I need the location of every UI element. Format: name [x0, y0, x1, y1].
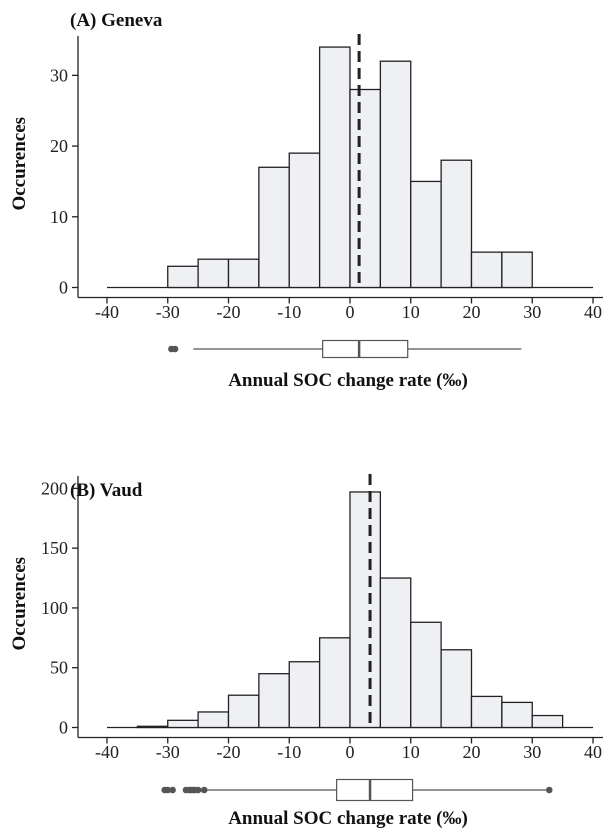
x-tick-label: -10 — [277, 742, 301, 762]
boxplot-outlier — [545, 786, 553, 794]
histogram-bar — [379, 60, 412, 289]
histogram-bar — [136, 725, 169, 729]
boxplot-outlier — [200, 786, 208, 794]
x-tick-label: -30 — [156, 302, 180, 322]
boxplot-box — [336, 778, 414, 802]
boxplot-outlier — [194, 786, 202, 794]
x-tick-label: 10 — [402, 302, 420, 322]
y-tick-label: 0 — [59, 718, 68, 738]
x-axis-title: Annual SOC change rate (‰) — [228, 370, 468, 391]
panel-title: (B) Vaud — [70, 480, 143, 501]
histogram-bar — [410, 621, 442, 729]
histogram-bar — [318, 46, 351, 289]
histogram-bar — [258, 673, 290, 729]
panel-title: (A) Geneva — [70, 10, 163, 31]
x-tick-label: 30 — [523, 742, 541, 762]
histogram-bar — [227, 258, 260, 289]
histogram-bar — [440, 159, 473, 289]
y-tick-label: 20 — [50, 136, 68, 156]
histogram-bar — [531, 714, 564, 729]
histogram-bar — [349, 491, 382, 729]
x-tick-label: -20 — [217, 742, 241, 762]
x-tick-label: -30 — [156, 742, 180, 762]
histogram-bar — [288, 152, 321, 289]
histogram-bar — [167, 719, 199, 729]
x-tick-label: 20 — [463, 302, 481, 322]
panel-geneva: (A) Geneva Occurences 0 10 20 30 -40 -30 -20 -10 0… — [9, 10, 603, 391]
y-tick-label: 10 — [50, 207, 68, 227]
x-tick-label: 10 — [402, 742, 420, 762]
x-tick-label: 0 — [346, 742, 355, 762]
y-tick-label: 100 — [41, 598, 68, 618]
y-tick-label: 50 — [50, 658, 68, 678]
histogram-bar — [470, 251, 503, 289]
histogram-bar — [501, 701, 533, 729]
histogram-bar — [288, 661, 321, 729]
boxplot-outlier — [168, 345, 175, 353]
histogram-bar — [258, 166, 290, 289]
histogram-bar — [379, 577, 412, 729]
histogram-bar — [410, 180, 442, 289]
histogram-bar — [227, 694, 260, 729]
y-tick-label: 0 — [59, 278, 68, 298]
histogram-bar — [349, 88, 382, 289]
x-axis-title: Annual SOC change rate (‰) — [228, 808, 468, 829]
boxplot-outlier — [169, 786, 176, 794]
x-tick-label: -20 — [217, 302, 241, 322]
y-tick-label: 200 — [41, 478, 68, 498]
histogram-bar — [440, 649, 473, 729]
y-tick-label: 30 — [50, 65, 68, 85]
x-tick-label: -10 — [277, 302, 301, 322]
histogram-bar — [501, 251, 533, 289]
histogram-bar — [197, 258, 230, 289]
boxplot-box — [322, 339, 409, 359]
x-tick-label: 0 — [346, 302, 355, 322]
histogram-bar — [470, 695, 503, 729]
histogram-bar — [318, 637, 351, 729]
x-tick-label: 30 — [523, 302, 541, 322]
x-tick-label: 40 — [584, 742, 602, 762]
x-tick-label: -40 — [95, 742, 119, 762]
y-tick-label: 150 — [41, 538, 68, 558]
histogram-bar — [167, 265, 199, 289]
x-tick-label: -40 — [95, 302, 119, 322]
x-tick-label: 20 — [463, 742, 481, 762]
histogram-bar — [197, 711, 230, 729]
boxplot-outlier — [164, 786, 172, 794]
y-axis-title: Occurences — [9, 117, 30, 211]
y-axis-title: Occurences — [9, 557, 30, 651]
x-tick-label: 40 — [584, 302, 602, 322]
